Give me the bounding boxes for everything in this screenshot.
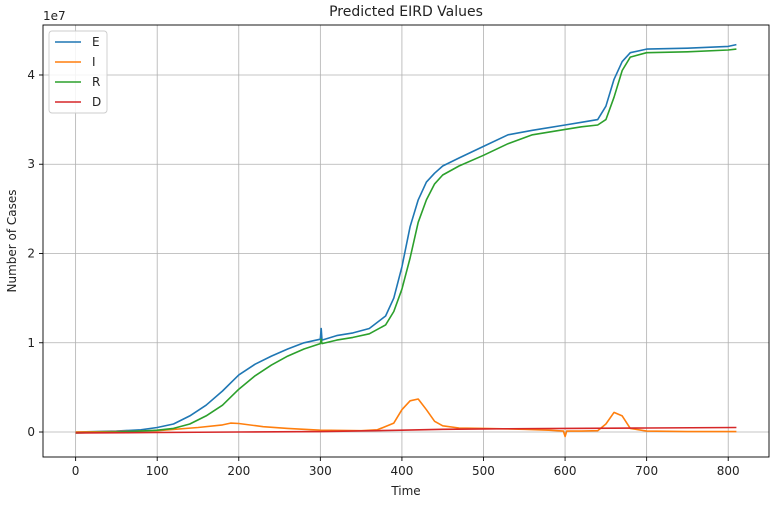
x-tick-label: 600 — [554, 464, 577, 478]
axis-ticks: 0 100 200 300 400 500 600 700 800 0 1 2 3 4 — [27, 68, 739, 478]
y-tick-label: 2 — [27, 246, 35, 260]
x-tick-label: 100 — [146, 464, 169, 478]
series-line-d — [75, 426, 737, 434]
x-tick-label: 700 — [635, 464, 658, 478]
x-tick-label: 200 — [227, 464, 250, 478]
y-axis-multiplier: 1e7 — [43, 9, 66, 23]
grid — [43, 25, 769, 457]
x-tick-label: 300 — [309, 464, 332, 478]
series-line-r — [75, 48, 737, 434]
x-tick-label: 0 — [72, 464, 80, 478]
y-tick-label: 3 — [27, 157, 35, 171]
series-line-i — [75, 398, 737, 438]
legend-box — [48, 30, 108, 114]
legend-label-d: D — [92, 95, 101, 109]
legend-label-e: E — [92, 35, 100, 49]
x-axis-label: Time — [390, 484, 420, 498]
y-tick-label: 0 — [27, 425, 35, 439]
series-line-e — [75, 43, 737, 433]
legend-label-r: R — [92, 75, 100, 89]
y-tick-label: 1 — [27, 336, 35, 350]
plot-frame — [42, 24, 770, 458]
y-axis-label: Number of Cases — [5, 189, 19, 292]
x-tick-label: 500 — [472, 464, 495, 478]
y-tick-label: 4 — [27, 68, 35, 82]
x-tick-label: 800 — [717, 464, 740, 478]
legend: EIRD — [48, 30, 108, 114]
legend-label-i: I — [92, 55, 96, 69]
chart-title: Predicted EIRD Values — [329, 4, 483, 20]
series-lines — [75, 43, 737, 438]
x-tick-label: 400 — [390, 464, 413, 478]
